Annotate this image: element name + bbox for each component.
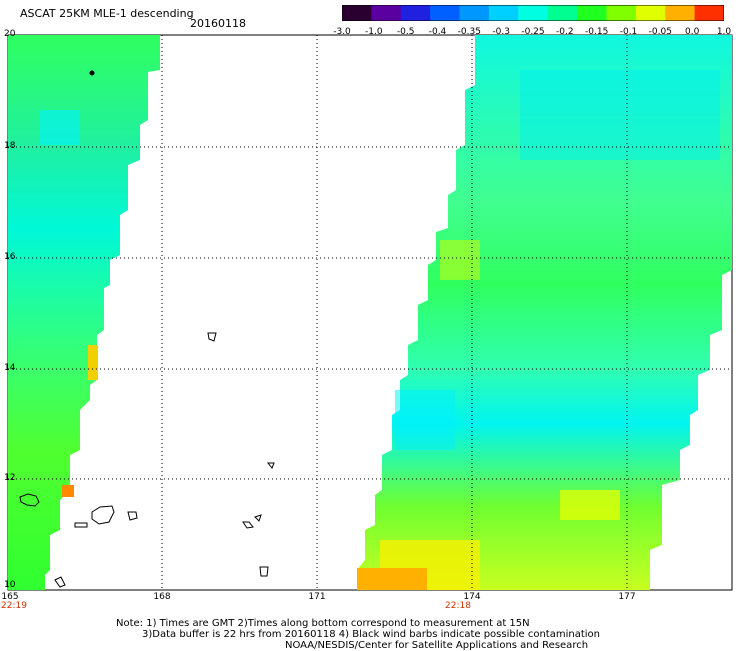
lat-label-14: 14 — [4, 363, 16, 373]
map-title: ASCAT 25KM MLE-1 descending — [20, 7, 194, 20]
lat-label-20: 20 — [4, 29, 16, 39]
color-scale-swatch — [635, 5, 666, 21]
color-scale-swatch — [518, 5, 549, 21]
color-scale-swatch — [459, 5, 490, 21]
color-scale-swatch — [400, 5, 431, 21]
color-scale-label: -0.4 — [428, 27, 447, 37]
color-scale-label: 0.0 — [684, 27, 700, 37]
lon-label-165: 165 — [1, 592, 19, 602]
color-scale-label: -0.2 — [556, 27, 574, 37]
lon-label-168: 168 — [153, 592, 171, 602]
color-scale-label: -0.35 — [457, 27, 481, 37]
lon-label-171: 171 — [308, 592, 326, 602]
color-scale-label: -0.3 — [492, 27, 510, 37]
island-outlines — [19, 332, 275, 588]
color-scale-swatch — [577, 5, 607, 21]
lat-label-12: 12 — [4, 473, 16, 483]
color-scale-label: -0.25 — [521, 27, 545, 37]
lon-label-174: 174 — [463, 592, 481, 602]
color-scale-swatch — [547, 5, 578, 21]
wind-map — [7, 34, 733, 591]
gridlines — [8, 35, 732, 590]
color-scale-label: -0.1 — [619, 27, 638, 37]
contamination-marker — [89, 70, 95, 76]
lat-label-10: 10 — [4, 580, 16, 590]
color-scale-label: -3.0 — [333, 27, 351, 37]
time-label-left: 22:19 — [1, 601, 27, 611]
map-date: 20160118 — [190, 17, 246, 30]
color-scale-swatch — [430, 5, 461, 21]
swath-left — [8, 35, 160, 590]
note-line-2: 3)Data buffer is 22 hrs from 20160118 4)… — [142, 629, 600, 640]
note-line-1: Note: 1) Times are GMT 2)Times along bot… — [116, 618, 530, 629]
color-scale-swatch — [606, 5, 637, 21]
lat-label-16: 16 — [4, 252, 16, 262]
color-scale-label: -0.15 — [585, 27, 609, 37]
color-scale-swatch — [665, 5, 696, 21]
color-scale-label: -0.05 — [648, 27, 672, 37]
color-scale-label: -0.5 — [396, 27, 415, 37]
color-scale-swatch — [371, 5, 402, 21]
swath-right — [357, 35, 732, 590]
lat-label-18: 18 — [4, 141, 16, 151]
color-scale-swatch — [488, 5, 519, 21]
lon-label-177: 177 — [618, 592, 636, 602]
color-scale-bar — [342, 5, 724, 21]
time-label-right: 22:18 — [445, 601, 471, 611]
note-line-3: NOAA/NESDIS/Center for Satellite Applica… — [285, 640, 589, 651]
color-scale-label: 1.0 — [716, 27, 732, 37]
color-scale-swatch — [342, 5, 372, 21]
color-scale-label: -1.0 — [365, 27, 383, 37]
color-scale-swatch — [694, 5, 724, 21]
